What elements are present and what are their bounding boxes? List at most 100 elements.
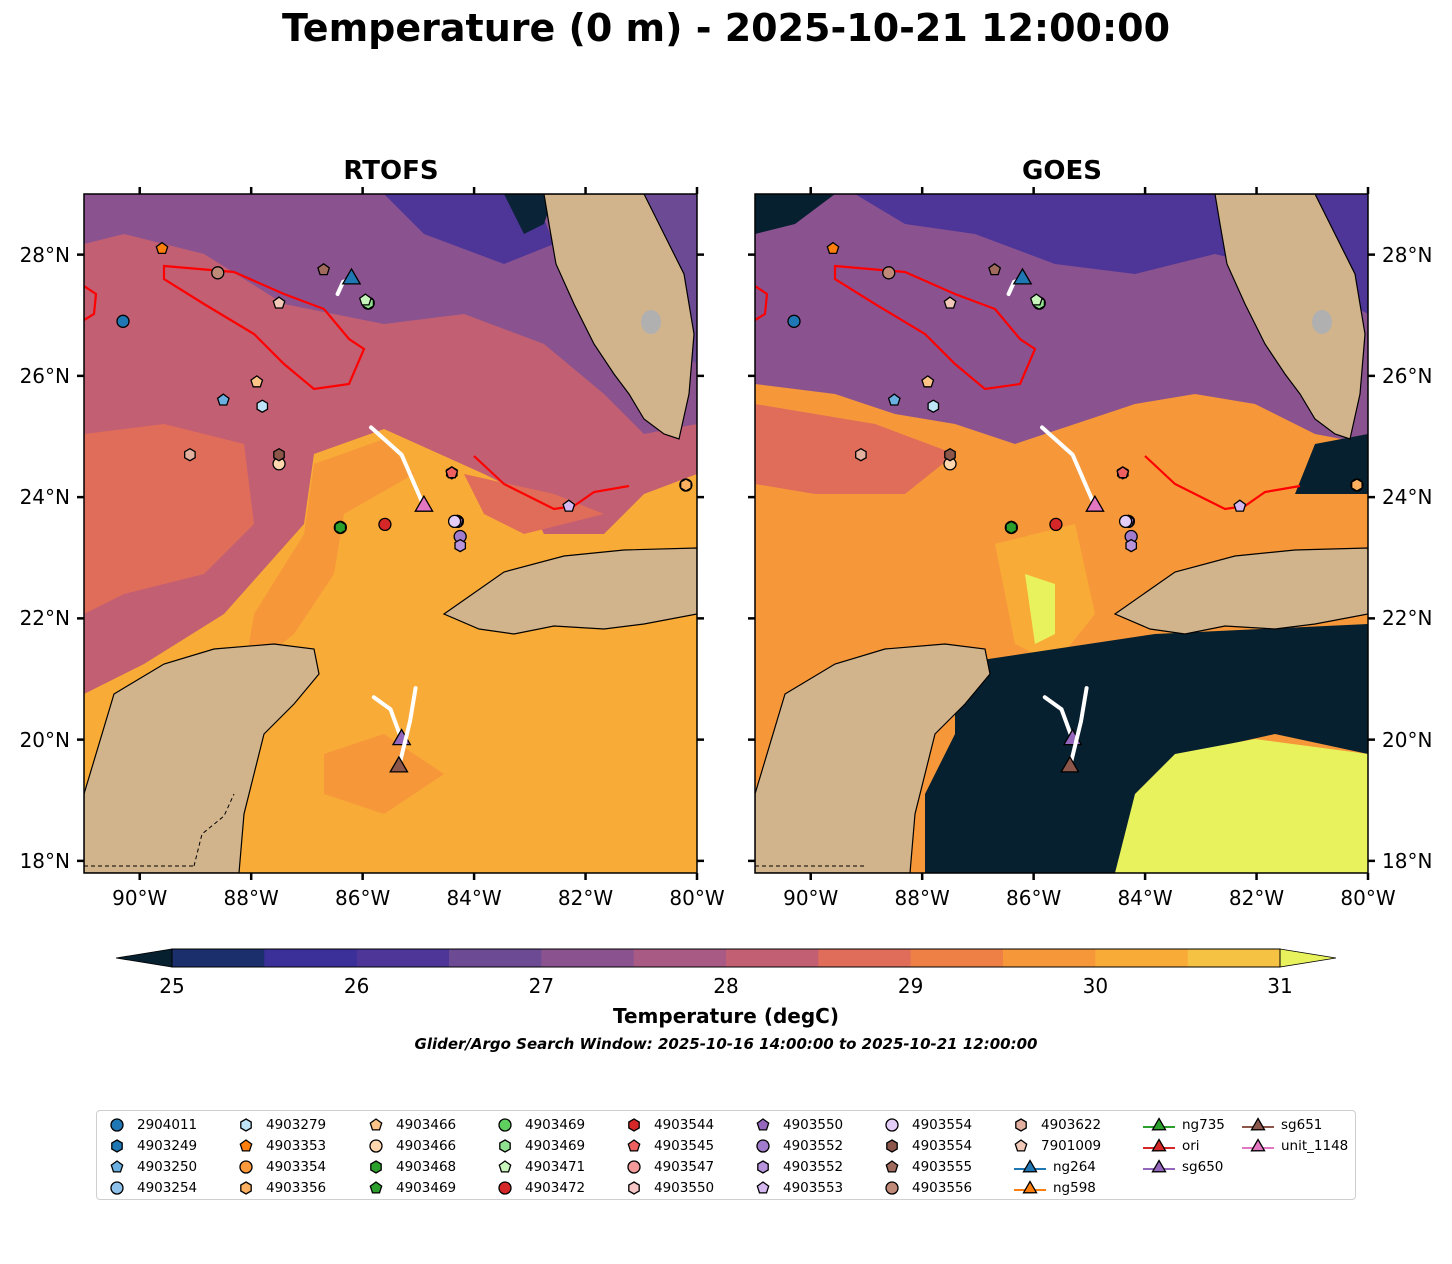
contour-florida-straits (473, 455, 630, 511)
legend-marker-hexagon[interactable] (757, 1160, 769, 1174)
legend-entry: ng735 (1142, 1115, 1225, 1135)
goes-map[interactable] (748, 187, 1375, 880)
colorbar-segment (1095, 949, 1189, 967)
argo-marker-4903471[interactable] (358, 293, 372, 306)
legend-marker-hexagon[interactable] (499, 1139, 511, 1153)
glider-marker-ng264[interactable] (341, 267, 362, 285)
legend-marker-pentagon[interactable] (239, 1139, 253, 1152)
legend-marker-pentagon[interactable] (498, 1160, 512, 1173)
argo-marker-4903356[interactable] (680, 478, 692, 492)
legend-marker-circle[interactable] (369, 1139, 383, 1153)
argo-marker-4903250[interactable] (216, 393, 230, 406)
land-cuba (442, 547, 697, 635)
legend-marker-circle[interactable] (498, 1118, 512, 1132)
legend-label: 4903466 (396, 1117, 457, 1133)
legend-entry: 4903250 (109, 1157, 197, 1177)
legend-marker-circle[interactable] (885, 1181, 899, 1195)
legend-marker-pentagon[interactable] (627, 1139, 641, 1152)
argo-marker-4903554[interactable] (944, 447, 956, 462)
legend-marker-pentagon[interactable] (885, 1160, 899, 1173)
legend-marker-triangle[interactable] (1022, 1180, 1038, 1194)
glider-marker-sg651[interactable] (1060, 755, 1080, 773)
argo-marker-4903279[interactable] (927, 399, 940, 413)
legend-label: 4903553 (783, 1180, 844, 1196)
legend-marker-circle[interactable] (239, 1160, 253, 1174)
argo-marker-4903468[interactable] (334, 520, 347, 535)
rtofs-map[interactable] (77, 187, 704, 880)
y-tick-label: 28°N (1382, 242, 1433, 267)
legend-marker-hexagon[interactable] (1015, 1118, 1027, 1132)
argo-marker-4903555[interactable] (988, 262, 1002, 276)
argo-marker-4903554[interactable] (447, 514, 462, 529)
argo-marker-4903466[interactable] (250, 375, 264, 388)
legend-marker-triangle[interactable] (1151, 1159, 1167, 1173)
colorbar-segment (1003, 949, 1096, 967)
legend-marker-circle[interactable] (110, 1118, 124, 1132)
argo-marker-4903554[interactable] (273, 447, 285, 462)
y-tick-label: 20°N (1382, 727, 1433, 752)
x-tick-label: 82°W (1228, 886, 1285, 910)
y-tick-label: 26°N (1382, 363, 1433, 388)
argo-marker-4903556[interactable] (882, 266, 896, 280)
legend-entry: 4903554 (884, 1136, 972, 1156)
argo-marker-4903556[interactable] (211, 266, 225, 280)
argo-marker-4903545[interactable] (1116, 466, 1130, 479)
glider-marker-unit_1148[interactable] (1085, 494, 1105, 512)
argo-marker-4903468[interactable] (1005, 520, 1018, 535)
argo-marker-4903622[interactable] (184, 447, 196, 462)
x-tick-label: 84°W (446, 886, 502, 910)
argo-marker-4903554[interactable] (1118, 514, 1133, 529)
argo-marker-4903553[interactable] (1233, 499, 1247, 512)
legend-marker-circle[interactable] (498, 1181, 512, 1195)
argo-marker-7901009[interactable] (943, 296, 957, 309)
argo-marker-4903555[interactable] (317, 262, 331, 276)
argo-marker-4903472[interactable] (378, 517, 392, 532)
argo-marker-4903356[interactable] (1351, 478, 1363, 492)
legend-marker-circle[interactable] (627, 1160, 641, 1174)
legend-marker-pentagon[interactable] (756, 1118, 770, 1131)
argo-marker-4903353[interactable] (826, 241, 840, 255)
legend-marker-hexagon[interactable] (111, 1139, 123, 1153)
argo-marker-4903472[interactable] (1049, 517, 1063, 532)
glider-marker-sg651[interactable] (389, 755, 409, 773)
legend-entry: 4903469 (497, 1115, 585, 1135)
legend-marker-hexagon[interactable] (370, 1160, 382, 1174)
legend-marker-hexagon[interactable] (886, 1139, 898, 1153)
legend-marker-pentagon[interactable] (369, 1118, 383, 1131)
glider-marker-unit_1148[interactable] (414, 494, 434, 512)
legend-marker-pentagon[interactable] (1014, 1139, 1028, 1152)
argo-marker-2904011[interactable] (787, 314, 801, 328)
colorbar-segment (910, 949, 1004, 967)
glider-marker-ng264[interactable] (1012, 267, 1033, 285)
legend-marker-hexagon[interactable] (240, 1181, 252, 1195)
argo-marker-4903552[interactable] (454, 538, 467, 553)
legend-marker-circle[interactable] (110, 1181, 124, 1195)
legend-marker-triangle[interactable] (1250, 1117, 1266, 1131)
argo-marker-4903250[interactable] (887, 393, 901, 406)
colorbar-tick-label: 30 (1082, 974, 1109, 998)
legend-marker-triangle[interactable] (1250, 1138, 1266, 1152)
argo-marker-2904011[interactable] (116, 314, 130, 328)
argo-marker-4903353[interactable] (155, 241, 169, 255)
legend-marker-hexagon[interactable] (240, 1118, 252, 1132)
legend-entry: 4903552 (755, 1157, 843, 1177)
legend-marker-circle[interactable] (756, 1139, 770, 1153)
legend-marker-triangle[interactable] (1151, 1117, 1167, 1131)
argo-marker-4903552[interactable] (1125, 538, 1138, 553)
argo-marker-4903471[interactable] (1029, 293, 1043, 306)
argo-marker-4903545[interactable] (445, 466, 459, 479)
argo-marker-4903466[interactable] (921, 375, 935, 388)
legend-marker-hexagon[interactable] (628, 1181, 640, 1195)
legend-marker-pentagon[interactable] (369, 1181, 383, 1194)
legend-marker-circle[interactable] (885, 1118, 899, 1132)
argo-marker-4903279[interactable] (256, 399, 269, 413)
legend-marker-hexagon[interactable] (628, 1118, 640, 1132)
argo-marker-7901009[interactable] (272, 296, 286, 309)
legend-marker-pentagon[interactable] (110, 1160, 124, 1173)
argo-marker-4903622[interactable] (855, 447, 867, 462)
colorbar-segment (172, 949, 265, 967)
legend-marker-pentagon[interactable] (756, 1181, 770, 1194)
legend-marker-triangle[interactable] (1022, 1159, 1038, 1173)
legend-marker-triangle[interactable] (1151, 1138, 1167, 1152)
argo-marker-4903553[interactable] (562, 499, 576, 512)
